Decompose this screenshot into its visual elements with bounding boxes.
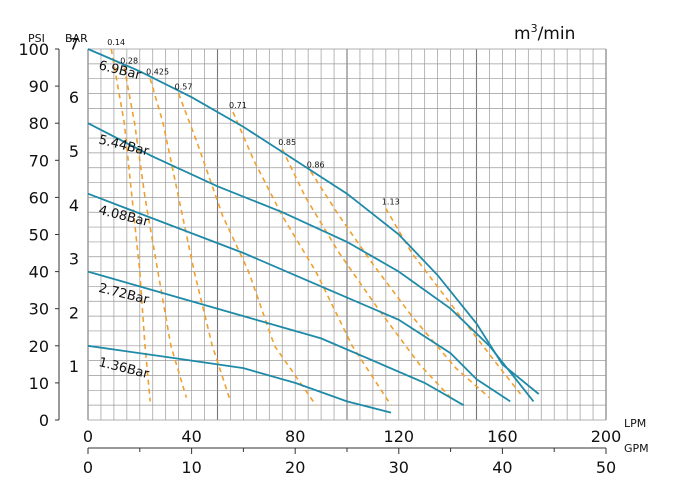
air-line-0.425 xyxy=(149,78,232,402)
air-line-0.71 xyxy=(232,111,392,406)
psi-tick-label: 50 xyxy=(29,226,49,245)
gpm-tick-label: 30 xyxy=(389,458,409,477)
bar-tick-label: 4 xyxy=(69,196,79,215)
gpm-tick-label: 10 xyxy=(181,458,201,477)
axes xyxy=(55,48,607,454)
air-line-0.57 xyxy=(177,93,317,406)
air-line-label: 0.57 xyxy=(175,83,193,92)
pressure-curve-1.36Bar xyxy=(87,344,392,414)
psi-tick-label: 70 xyxy=(29,151,49,170)
bar-tick-label: 3 xyxy=(69,250,79,269)
air-line-label: 0.86 xyxy=(307,160,325,169)
lpm-tick-label: 200 xyxy=(591,427,622,446)
pressure-curve-2.72Bar xyxy=(87,270,465,406)
pressure-curves xyxy=(87,48,540,414)
air-line-label: 0.71 xyxy=(229,101,247,110)
pressure-curve-5.44Bar xyxy=(87,122,535,402)
gpm-tick-label: 40 xyxy=(492,458,512,477)
gpm-tick-label: 50 xyxy=(596,458,616,477)
lpm-tick-label: 40 xyxy=(181,427,201,446)
air-line-0.86 xyxy=(310,170,490,399)
lpm-unit-label: LPM xyxy=(624,417,646,430)
pressure-curve-6.9Bar xyxy=(87,48,540,395)
air-line-label: 0.28 xyxy=(120,57,138,66)
air-line-0.85 xyxy=(281,148,452,399)
bar-tick-label: 7 xyxy=(69,34,79,53)
psi-tick-label: 0 xyxy=(39,411,49,430)
pressure-curve-label: 1.36Bar xyxy=(97,355,151,382)
lpm-tick-label: 0 xyxy=(83,427,93,446)
air-consumption-unit: m3/min xyxy=(514,22,575,44)
psi-tick-label: 90 xyxy=(29,77,49,96)
lpm-tick-label: 160 xyxy=(487,427,518,446)
psi-tick-label: 10 xyxy=(29,374,49,393)
pressure-curve-label: 5.44Bar xyxy=(97,133,151,160)
psi-tick-label: 80 xyxy=(29,114,49,133)
psi-tick-label: 60 xyxy=(29,188,49,207)
psi-unit-label: PSI xyxy=(28,32,45,45)
air-unit-base: m xyxy=(514,24,531,44)
air-unit-sup: 3 xyxy=(531,22,538,35)
bar-tick-label: 2 xyxy=(69,303,79,322)
gpm-tick-label: 0 xyxy=(83,458,93,477)
air-consumption-lines xyxy=(110,48,522,406)
air-line-label: 0.85 xyxy=(278,138,296,147)
gpm-unit-label: GPM xyxy=(624,442,649,455)
gpm-tick-label: 20 xyxy=(285,458,305,477)
lpm-tick-label: 80 xyxy=(285,427,305,446)
air-line-label: 0.14 xyxy=(107,38,125,47)
bar-tick-label: 5 xyxy=(69,142,79,161)
air-unit-tail: /min xyxy=(538,24,576,44)
psi-tick-label: 30 xyxy=(29,300,49,319)
lpm-tick-label: 120 xyxy=(384,427,415,446)
grid xyxy=(87,48,607,421)
bar-tick-label: 1 xyxy=(69,357,79,376)
pressure-curve-label: 2.72Bar xyxy=(97,281,151,308)
bar-tick-label: 6 xyxy=(69,88,79,107)
air-line-1.13 xyxy=(385,208,522,395)
air-line-label: 0.425 xyxy=(146,68,169,77)
psi-tick-label: 100 xyxy=(18,40,49,59)
bar-unit-label: BAR xyxy=(65,32,88,45)
pressure-curve-4.08Bar xyxy=(87,192,511,403)
air-line-0.14 xyxy=(110,48,151,402)
air-line-label: 1.13 xyxy=(382,198,400,207)
air-line-0.28 xyxy=(123,67,188,398)
psi-tick-label: 40 xyxy=(29,263,49,282)
psi-tick-label: 20 xyxy=(29,337,49,356)
